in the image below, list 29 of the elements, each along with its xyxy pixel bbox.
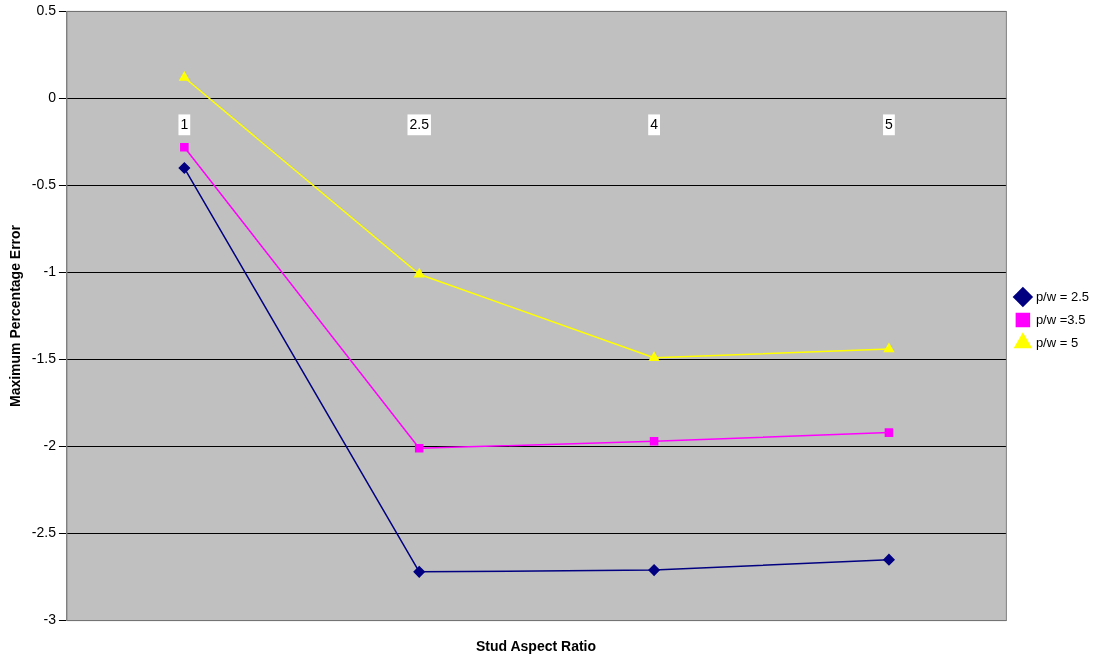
x-tick-label: 2.5 [409, 115, 430, 132]
y-tick-label: 0 [48, 89, 57, 106]
legend-label: p/w = 2.5 [1035, 288, 1090, 304]
y-tick-label: -0.5 [31, 176, 57, 193]
point [413, 566, 425, 578]
y-tick-label: -1 [43, 263, 57, 280]
point [414, 268, 425, 278]
point [884, 428, 894, 437]
y-axis-title: Maximum Percentage Error [7, 224, 24, 408]
point [414, 444, 424, 453]
point [883, 553, 895, 566]
point [180, 142, 189, 152]
x-tick-label: 4 [650, 115, 659, 132]
point [648, 564, 660, 576]
y-tick-label: -2.5 [31, 524, 57, 541]
y-tick-label: -3 [43, 611, 57, 628]
legend-label: p/w = 5 [1035, 334, 1079, 350]
point [883, 343, 895, 353]
x-axis-title: Stud Aspect Ratio [474, 638, 597, 654]
point [649, 437, 659, 446]
x-tick-label: 1 [180, 115, 189, 132]
x-tick-label: 5 [885, 115, 894, 132]
y-tick-label: 0.5 [36, 2, 57, 19]
point [178, 162, 191, 174]
point [179, 71, 190, 81]
y-tick-label: -1.5 [31, 350, 57, 367]
point [649, 352, 660, 362]
y-tick-label: -2 [43, 437, 57, 454]
legend-label: p/w =3.5 [1035, 311, 1086, 327]
